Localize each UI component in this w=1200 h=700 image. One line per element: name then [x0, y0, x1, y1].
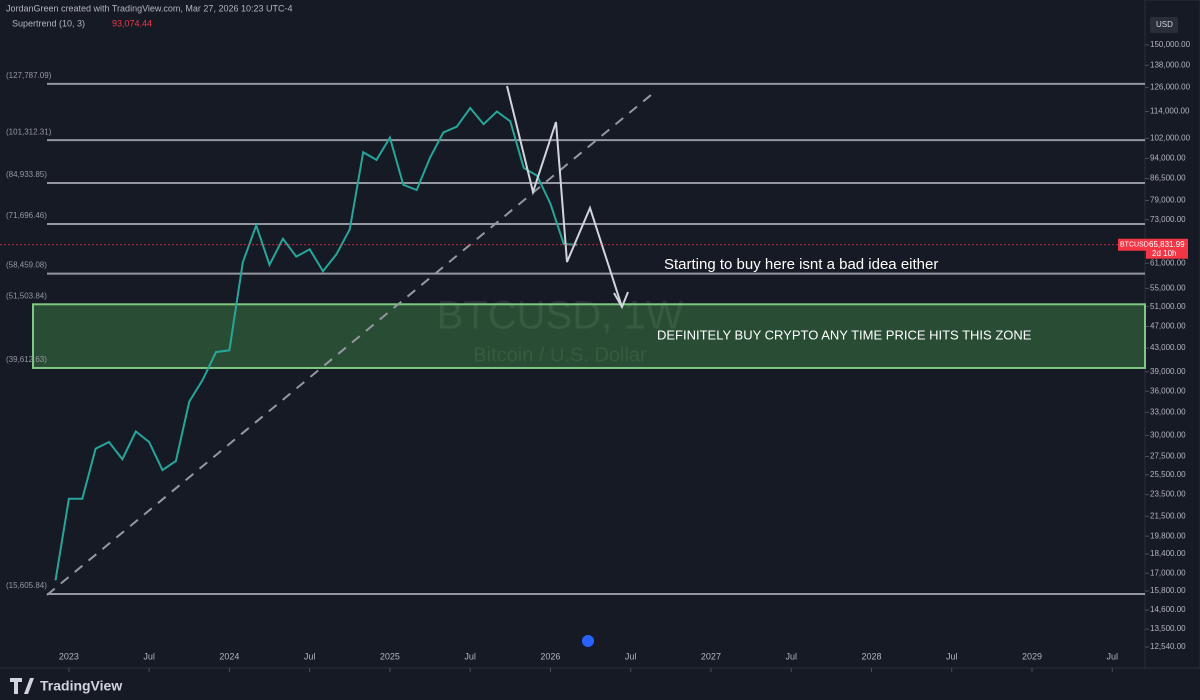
- y-tick-label: 23,500.00: [1150, 490, 1186, 499]
- level-label: (51,503.84): [6, 291, 47, 300]
- watermark-symbol: BTCUSD, 1W: [437, 294, 684, 338]
- currency-box: [1150, 17, 1178, 33]
- y-tick-label: 36,000.00: [1150, 386, 1186, 395]
- x-tick-label: 2023: [59, 651, 79, 661]
- y-tick-label: 138,000.00: [1150, 60, 1191, 69]
- y-tick-label: 21,500.00: [1150, 511, 1186, 520]
- symbol-box: [1118, 238, 1146, 251]
- x-tick-label: 2025: [380, 651, 400, 661]
- x-tick-label: 2027: [701, 651, 721, 661]
- y-tick-label: 39,000.00: [1150, 367, 1186, 376]
- level-label: (71,696.46): [6, 211, 47, 220]
- y-tick-label: 14,600.00: [1150, 605, 1186, 614]
- y-tick-label: 19,800.00: [1150, 531, 1186, 540]
- y-tick-label: 15,800.00: [1150, 586, 1186, 595]
- price-line: [54, 106, 578, 581]
- currency: USD: [1156, 20, 1173, 29]
- y-tick-label: 102,000.00: [1150, 134, 1191, 143]
- y-tick-label: 86,500.00: [1150, 174, 1186, 183]
- y-tick-label: 12,540.00: [1150, 642, 1186, 651]
- brand: TradingView: [40, 678, 122, 694]
- y-tick-label: 43,000.00: [1150, 343, 1186, 352]
- projection-arrow: [506, 85, 623, 308]
- indicator-name: Supertrend (10, 3): [12, 18, 85, 28]
- y-tick-label: 55,000.00: [1150, 283, 1186, 292]
- annotation: DEFINITELY BUY CRYPTO ANY TIME PRICE HIT…: [657, 327, 1032, 342]
- symbol-label: BTCUSD: [1120, 242, 1149, 249]
- y-tick-label: 18,400.00: [1150, 549, 1186, 558]
- y-tick-label: 114,000.00: [1150, 107, 1190, 116]
- x-tick-label: Jul: [1106, 651, 1118, 661]
- y-tick-label: 27,500.00: [1150, 452, 1186, 461]
- y-tick-label: 61,000.00: [1150, 258, 1186, 267]
- y-tick-label: 94,000.00: [1150, 153, 1186, 162]
- level-label: (84,933.85): [6, 170, 47, 179]
- x-tick-label: Jul: [464, 651, 476, 661]
- last-price-label: 65,831.99: [1149, 240, 1185, 249]
- y-tick-label: 33,000.00: [1150, 407, 1186, 416]
- y-tick-label: 13,500.00: [1150, 624, 1186, 633]
- x-tick-label: Jul: [785, 651, 797, 661]
- last-price-box: [1146, 238, 1188, 259]
- trend-line: [46, 89, 658, 596]
- y-tick-label: 47,000.00: [1150, 322, 1186, 331]
- y-tick-label: 150,000.00: [1150, 40, 1191, 49]
- y-tick-label: 51,000.00: [1150, 302, 1186, 311]
- x-tick-label: Jul: [143, 651, 155, 661]
- y-tick-label: 25,500.00: [1150, 470, 1186, 479]
- x-tick-label: 2024: [219, 651, 239, 661]
- level-label: (58,459.08): [6, 261, 47, 270]
- buy-zone: [32, 303, 1146, 369]
- countdown: 2d 10h: [1152, 249, 1176, 258]
- price-axis-panel: [1144, 0, 1200, 669]
- y-tick-label: 73,000.00: [1150, 215, 1186, 224]
- x-tick-label: Jul: [625, 651, 637, 661]
- x-tick-label: Jul: [946, 651, 958, 661]
- tradingview-logo: TradingView: [10, 678, 122, 694]
- level-label: (39,612.63): [6, 355, 47, 364]
- x-tick-label: 2028: [861, 651, 881, 661]
- author-line: JordanGreen created with TradingView.com…: [6, 3, 292, 13]
- y-tick-label: 79,000.00: [1150, 196, 1186, 205]
- x-tick-label: 2029: [1022, 651, 1042, 661]
- level-label: (127,787.09): [6, 71, 52, 80]
- y-tick-label: 30,000.00: [1150, 431, 1186, 440]
- x-tick-label: Jul: [304, 651, 316, 661]
- event-marker: [582, 635, 594, 647]
- level-label: (101,312.31): [6, 127, 52, 136]
- annotation: Starting to buy here isnt a bad idea eit…: [664, 256, 938, 273]
- arrow-head: [613, 291, 629, 310]
- indicator-value: 93,074.44: [112, 18, 152, 28]
- y-tick-label: 17,000.00: [1150, 568, 1186, 577]
- y-tick-label: 126,000.00: [1150, 82, 1191, 91]
- x-tick-label: 2026: [540, 651, 560, 661]
- level-label: (15,605.84): [6, 581, 47, 590]
- watermark-description: Bitcoin / U.S. Dollar: [473, 344, 647, 366]
- logo-mark: [10, 678, 34, 694]
